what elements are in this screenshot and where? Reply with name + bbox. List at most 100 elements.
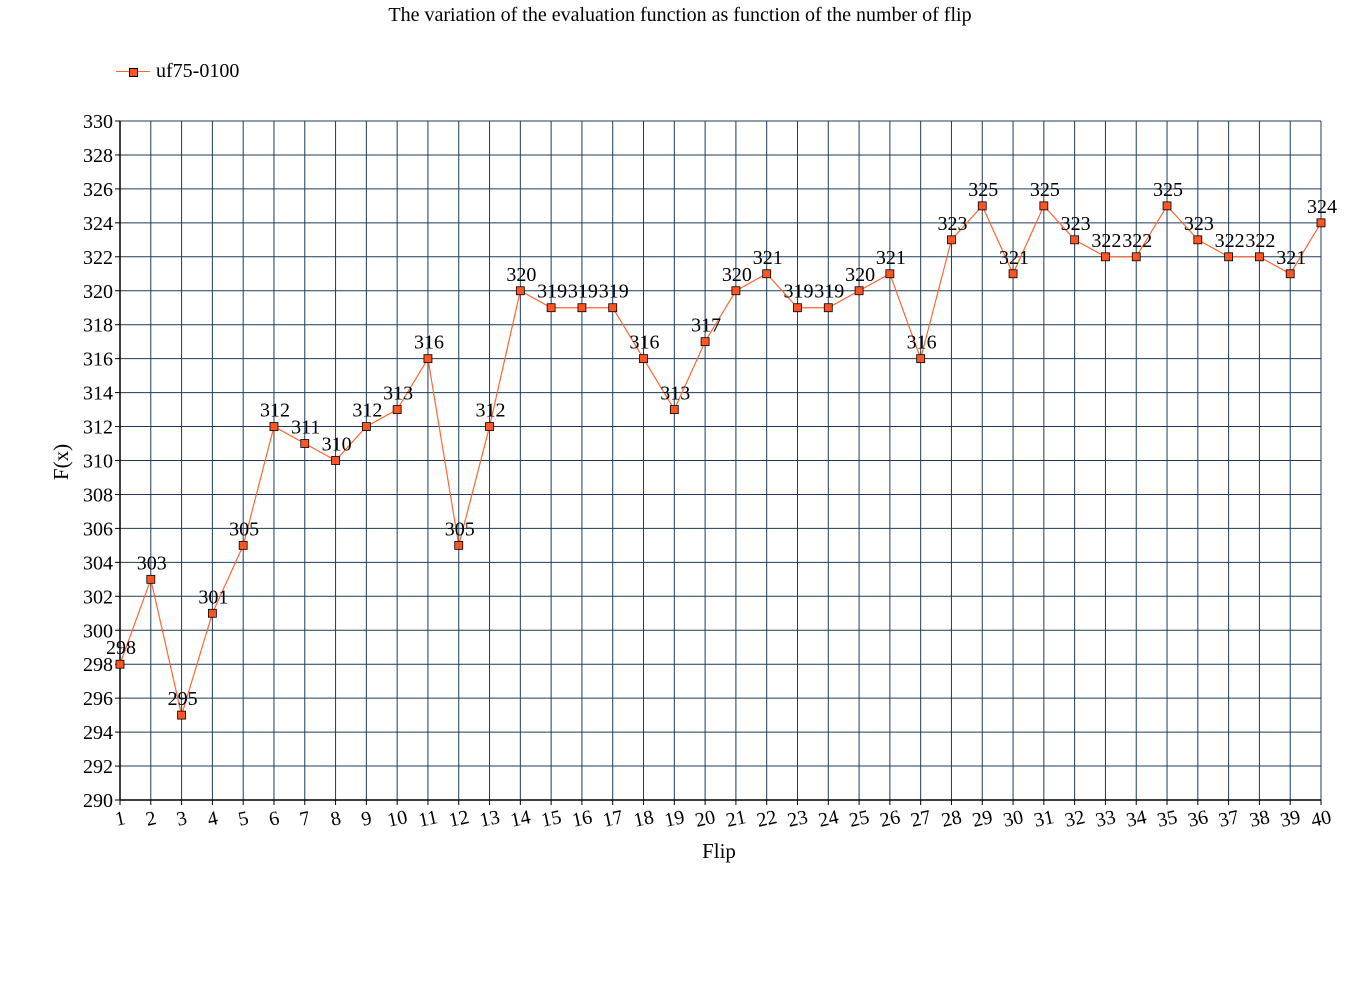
data-label: 322	[1091, 230, 1121, 252]
data-label: 319	[783, 281, 813, 303]
x-tick-label: 21	[724, 806, 748, 832]
x-tick-label: 10	[385, 806, 409, 832]
y-tick-label: 314	[83, 383, 113, 405]
data-label: 316	[630, 332, 660, 354]
data-point	[485, 422, 494, 431]
data-label: 319	[568, 281, 598, 303]
data-point	[269, 422, 279, 431]
data-point	[546, 303, 556, 313]
x-tick-label: 28	[940, 806, 964, 832]
data-label: 317	[691, 315, 721, 337]
x-tick-label: 22	[755, 806, 779, 832]
x-tick-label: 12	[447, 806, 471, 832]
data-point	[608, 303, 618, 313]
x-tick-label: 19	[662, 806, 686, 832]
data-point	[1162, 201, 1172, 211]
x-tick-label: 1	[113, 807, 127, 831]
y-tick-label: 298	[83, 654, 113, 676]
y-tick-label: 290	[83, 790, 113, 812]
y-tick-label: 328	[83, 145, 113, 167]
x-tick-label: 40	[1309, 806, 1333, 832]
data-point	[146, 574, 156, 584]
y-tick-label: 320	[83, 281, 113, 303]
x-tick-label: 35	[1155, 806, 1179, 832]
y-tick-label: 300	[83, 620, 113, 642]
x-tick-label: 14	[508, 806, 532, 832]
x-tick-label: 15	[539, 806, 563, 832]
y-tick-label: 310	[83, 451, 113, 473]
x-tick-label: 37	[1217, 806, 1241, 832]
x-tick-label: 26	[878, 806, 902, 832]
x-axis-label: Flip	[702, 839, 736, 863]
x-tick-label: 25	[847, 806, 871, 832]
data-point	[762, 269, 772, 279]
data-point	[977, 201, 987, 211]
data-label: 322	[1122, 230, 1152, 252]
x-tick-label: 2	[144, 807, 158, 831]
data-point	[1285, 269, 1295, 279]
x-tick-label: 8	[329, 807, 343, 831]
data-label: 320	[506, 264, 536, 286]
legend-series-label: uf75-0100	[156, 60, 240, 82]
data-point	[331, 456, 340, 465]
data-point	[823, 303, 833, 313]
data-label: 325	[1030, 179, 1060, 201]
data-point	[1039, 201, 1049, 211]
data-point	[1008, 269, 1018, 279]
data-point	[1316, 218, 1326, 228]
data-label: 295	[168, 688, 198, 710]
data-point	[115, 659, 125, 669]
x-tick-label: 38	[1248, 806, 1272, 832]
data-label: 321	[999, 247, 1029, 269]
data-label: 298	[106, 637, 136, 659]
data-point	[1131, 252, 1141, 262]
data-label: 323	[937, 213, 967, 235]
chart-title: The variation of the evaluation function…	[388, 4, 972, 26]
x-tick-label: 17	[601, 806, 625, 832]
data-point	[1101, 252, 1110, 262]
x-tick-label: 30	[1001, 806, 1025, 832]
data-label: 323	[1184, 213, 1214, 235]
data-label: 313	[383, 383, 413, 405]
x-tick-label: 4	[205, 807, 219, 831]
data-label: 320	[845, 264, 875, 286]
y-tick-label: 296	[83, 688, 113, 710]
data-point	[423, 354, 433, 364]
y-tick-label: 324	[83, 213, 113, 235]
legend-series-marker	[116, 66, 150, 78]
y-tick-label: 326	[83, 179, 113, 201]
y-tick-label: 322	[83, 247, 113, 269]
data-label: 319	[814, 281, 844, 303]
y-tick-label: 308	[83, 484, 113, 506]
x-tick-label: 20	[693, 806, 717, 832]
data-label: 322	[1245, 230, 1275, 252]
data-point	[361, 422, 371, 431]
data-point	[700, 337, 710, 347]
y-tick-label: 318	[83, 315, 113, 337]
series-line	[119, 204, 1322, 718]
data-point	[947, 235, 956, 245]
x-tick-label: 18	[632, 806, 656, 832]
x-tick-label: 5	[236, 807, 250, 831]
data-label: 319	[537, 281, 567, 303]
data-label: 312	[352, 400, 382, 422]
data-point	[885, 269, 895, 279]
x-tick-label: 32	[1063, 806, 1087, 832]
data-point	[238, 540, 248, 550]
y-tick-label: 330	[83, 111, 113, 133]
y-tick-label: 304	[83, 552, 113, 574]
data-label: 319	[599, 281, 629, 303]
data-label: 303	[137, 552, 167, 574]
y-axis-label: F(x)	[49, 444, 73, 480]
y-tick-label: 294	[83, 722, 113, 744]
data-point	[515, 286, 525, 296]
x-tick-label: 36	[1186, 806, 1210, 832]
x-tick-label: 31	[1032, 806, 1056, 832]
data-label: 316	[907, 332, 937, 354]
data-point	[1224, 252, 1234, 262]
x-tick-label: 6	[267, 807, 281, 831]
data-label: 312	[260, 400, 290, 422]
data-label: 305	[445, 518, 475, 540]
legend: uf75-0100	[116, 60, 239, 83]
